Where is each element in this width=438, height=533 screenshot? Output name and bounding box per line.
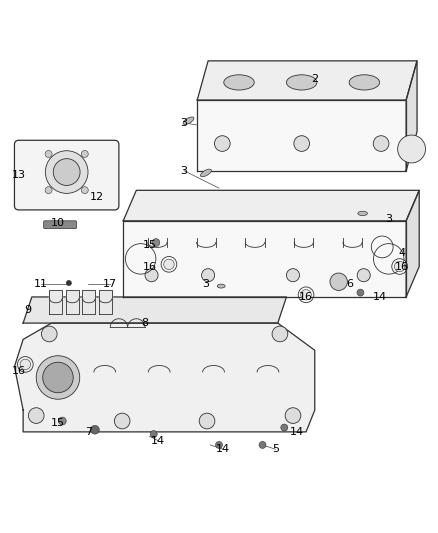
Text: 2: 2 (311, 75, 318, 84)
Circle shape (45, 187, 52, 193)
Circle shape (81, 187, 88, 193)
Circle shape (215, 136, 230, 151)
FancyBboxPatch shape (44, 221, 77, 229)
Circle shape (281, 424, 288, 431)
Circle shape (357, 269, 370, 282)
Circle shape (152, 239, 160, 246)
Circle shape (58, 417, 66, 425)
Circle shape (301, 289, 311, 300)
Text: 8: 8 (141, 318, 148, 328)
Circle shape (81, 150, 88, 157)
Text: 10: 10 (51, 218, 65, 228)
Circle shape (294, 136, 310, 151)
Ellipse shape (201, 169, 212, 177)
Circle shape (394, 261, 405, 272)
Circle shape (45, 150, 52, 157)
Circle shape (42, 326, 57, 342)
Text: 14: 14 (216, 445, 230, 454)
Text: 15: 15 (51, 418, 65, 428)
Circle shape (150, 431, 157, 438)
Text: 15: 15 (142, 240, 156, 250)
Text: 12: 12 (90, 192, 104, 202)
Ellipse shape (224, 75, 254, 90)
Polygon shape (23, 297, 286, 323)
Text: 3: 3 (202, 279, 209, 289)
Text: 3: 3 (181, 118, 187, 128)
Text: 3: 3 (385, 214, 392, 224)
Polygon shape (66, 290, 79, 314)
Circle shape (330, 273, 347, 290)
Text: 14: 14 (151, 435, 165, 446)
Circle shape (286, 269, 300, 282)
Circle shape (199, 413, 215, 429)
Circle shape (91, 425, 99, 434)
Circle shape (66, 280, 71, 286)
Ellipse shape (217, 284, 225, 288)
Text: 14: 14 (290, 427, 304, 437)
Circle shape (272, 326, 288, 342)
Circle shape (20, 359, 31, 370)
Polygon shape (197, 100, 406, 171)
Polygon shape (197, 61, 417, 100)
Text: 5: 5 (272, 445, 279, 454)
Text: 4: 4 (398, 248, 405, 259)
Polygon shape (123, 221, 406, 297)
Ellipse shape (349, 75, 380, 90)
Circle shape (46, 151, 88, 193)
Text: 16: 16 (12, 366, 26, 376)
Polygon shape (14, 323, 315, 432)
Text: 16: 16 (142, 262, 156, 271)
Ellipse shape (358, 211, 367, 215)
Circle shape (259, 441, 266, 448)
Polygon shape (406, 61, 417, 171)
Circle shape (36, 356, 80, 399)
Text: 7: 7 (85, 427, 92, 437)
Text: 11: 11 (34, 279, 48, 289)
Circle shape (398, 135, 425, 163)
Polygon shape (82, 290, 95, 314)
Text: 16: 16 (299, 292, 313, 302)
Polygon shape (123, 190, 419, 221)
Circle shape (357, 289, 364, 296)
Text: 9: 9 (24, 305, 31, 315)
Circle shape (43, 362, 73, 393)
Text: 16: 16 (395, 262, 409, 271)
Circle shape (28, 408, 44, 423)
Ellipse shape (183, 117, 194, 125)
Circle shape (215, 441, 223, 448)
Circle shape (373, 136, 389, 151)
Circle shape (114, 413, 130, 429)
Circle shape (53, 159, 80, 185)
Circle shape (145, 269, 158, 282)
Text: 14: 14 (373, 292, 387, 302)
Polygon shape (49, 290, 62, 314)
Circle shape (164, 259, 174, 270)
Text: 17: 17 (103, 279, 117, 289)
Text: 13: 13 (12, 170, 26, 180)
FancyBboxPatch shape (14, 140, 119, 210)
Circle shape (285, 408, 301, 423)
Circle shape (201, 269, 215, 282)
Polygon shape (99, 290, 112, 314)
Text: 3: 3 (181, 166, 187, 176)
Text: 6: 6 (346, 279, 353, 289)
Ellipse shape (286, 75, 317, 90)
Polygon shape (406, 190, 419, 297)
